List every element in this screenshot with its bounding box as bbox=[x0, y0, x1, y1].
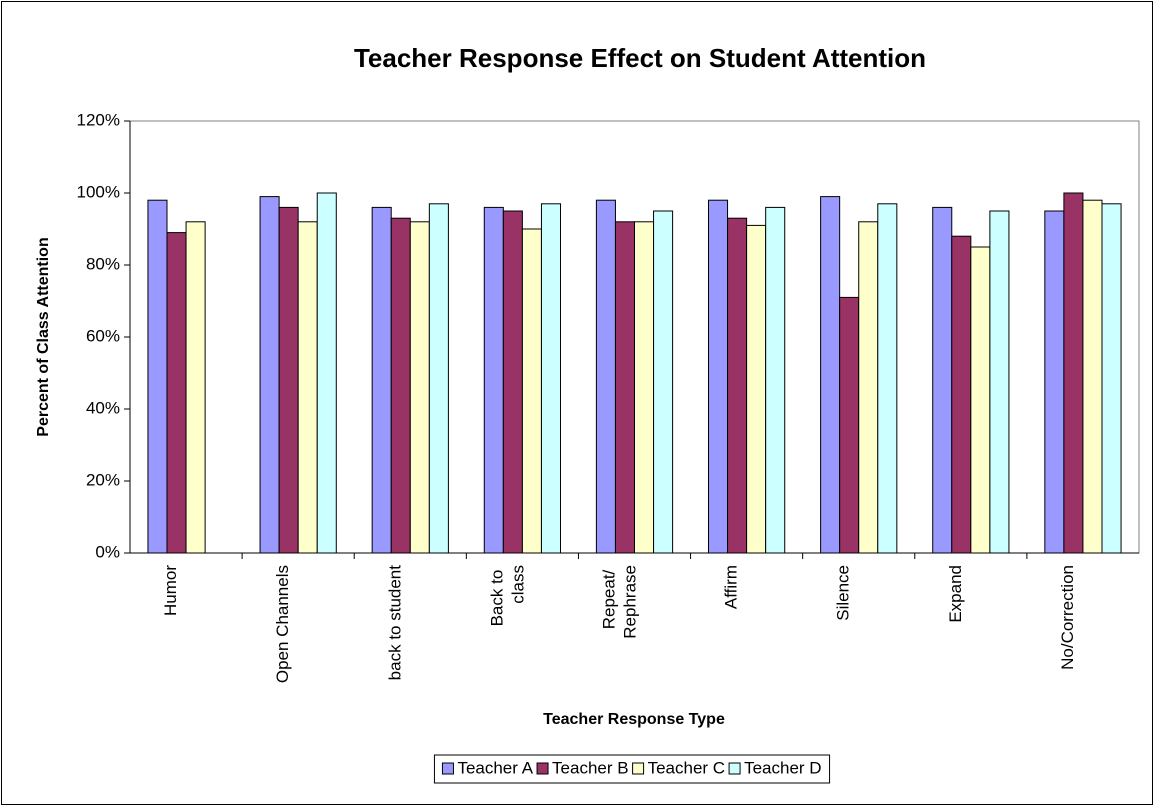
bar bbox=[1063, 192, 1084, 554]
y-tick-label: 100% bbox=[77, 182, 120, 201]
bar bbox=[634, 221, 655, 554]
x-tick-label: back to student bbox=[386, 565, 405, 681]
bar bbox=[1082, 199, 1103, 554]
legend-label: Teacher D bbox=[744, 758, 821, 777]
x-tick-label: Affirm bbox=[722, 565, 741, 609]
x-tick-label: Back to class bbox=[488, 565, 528, 626]
legend-label: Teacher A bbox=[457, 758, 533, 777]
legend-label: Teacher C bbox=[648, 758, 725, 777]
y-tick-label: 60% bbox=[86, 326, 120, 345]
bar bbox=[707, 199, 729, 554]
y-tick-label: 40% bbox=[86, 398, 120, 417]
bar bbox=[521, 228, 542, 554]
legend: Teacher A Teacher B Teacher C Teacher D bbox=[433, 754, 831, 784]
bar bbox=[970, 246, 991, 554]
bar bbox=[858, 221, 879, 554]
bar bbox=[595, 199, 616, 554]
legend-swatch bbox=[728, 762, 741, 775]
bar bbox=[839, 296, 860, 554]
bar bbox=[540, 203, 562, 554]
bar bbox=[951, 235, 972, 554]
bar bbox=[932, 206, 953, 554]
bar bbox=[409, 221, 430, 554]
bar bbox=[765, 206, 786, 554]
bar bbox=[820, 196, 841, 554]
y-axis-title: Percent of Class Attention bbox=[35, 237, 52, 436]
legend-swatch bbox=[441, 762, 454, 775]
bar bbox=[147, 199, 168, 554]
bar bbox=[1101, 203, 1122, 554]
bar bbox=[297, 221, 318, 554]
bar bbox=[483, 206, 504, 554]
x-tick-label: Silence bbox=[834, 565, 853, 621]
bar bbox=[989, 210, 1010, 554]
legend-box bbox=[433, 754, 831, 784]
bar bbox=[316, 192, 337, 554]
x-tick-label: No/Correction bbox=[1058, 565, 1077, 670]
bar bbox=[278, 206, 299, 554]
bar bbox=[727, 217, 748, 554]
x-axis-title: Teacher Response Type bbox=[543, 711, 725, 728]
legend-label: Teacher B bbox=[552, 758, 629, 777]
bar bbox=[502, 210, 523, 554]
bar bbox=[746, 224, 767, 554]
legend-swatch bbox=[536, 762, 549, 775]
chart-title: Teacher Response Effect on Student Atten… bbox=[354, 43, 926, 73]
bar bbox=[371, 206, 392, 554]
x-tick-label: Repeat/ Rephrase bbox=[600, 565, 640, 639]
bar bbox=[614, 221, 635, 554]
bar bbox=[428, 203, 449, 554]
y-tick-label: 20% bbox=[86, 470, 120, 489]
bar bbox=[390, 217, 411, 554]
x-tick-label: Open Channels bbox=[274, 565, 293, 683]
bar bbox=[1044, 210, 1065, 554]
bar bbox=[653, 210, 674, 554]
bar bbox=[185, 221, 206, 554]
y-tick-label: 0% bbox=[95, 542, 120, 561]
x-tick-label: Expand bbox=[946, 565, 965, 623]
y-tick-label: 80% bbox=[86, 254, 120, 273]
bar bbox=[877, 203, 898, 554]
bar bbox=[166, 232, 187, 554]
bar bbox=[259, 196, 280, 554]
legend-swatch bbox=[632, 762, 645, 775]
x-tick-label: Humor bbox=[162, 565, 181, 616]
y-tick-label: 120% bbox=[77, 110, 120, 129]
